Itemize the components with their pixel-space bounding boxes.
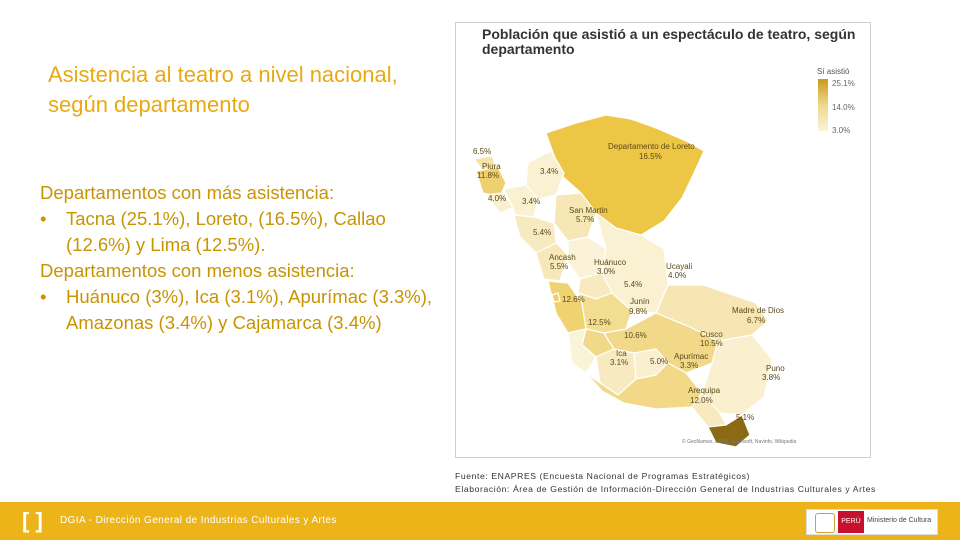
map-title: Población que asistió a un espectáculo d…	[482, 26, 856, 57]
legend-min: 3.0%	[832, 126, 851, 135]
source-line: Fuente: ENAPRES (Encuesta Nacional de Pr…	[455, 471, 751, 481]
label-lalibertad: 5.4%	[533, 228, 551, 237]
label-ayacucho: 5.0%	[650, 357, 668, 366]
label-callao: 12.6%	[562, 295, 585, 304]
ministry-name: Ministerio de Cultura	[867, 517, 932, 524]
label-puno-value: 3.8%	[762, 373, 780, 382]
region-arequipa	[585, 362, 703, 410]
legend-color-bar	[818, 79, 828, 131]
less-attendance-text: Huánuco (3%), Ica (3.1%), Apurímac (3.3%…	[66, 286, 433, 333]
region-moquegua	[691, 392, 727, 428]
label-ica: Ica	[616, 349, 627, 358]
label-lambayeque: 4.0%	[488, 194, 506, 203]
label-ucayali-value: 4.0%	[668, 271, 686, 280]
bullet-icon: •	[40, 208, 47, 229]
label-arequipa: Arequipa	[688, 386, 721, 395]
label-sanmartin: San Martin	[569, 206, 608, 215]
elaboration-line: Elaboración: Área de Gestión de Informac…	[455, 484, 876, 494]
source-note: Fuente: ENAPRES (Encuesta Nacional de Pr…	[455, 470, 876, 496]
label-cajamarca: 3.4%	[522, 197, 540, 206]
label-madrededios: Madre de Dios	[732, 306, 784, 315]
legend-max: 25.1%	[832, 79, 855, 88]
legend-mid: 14.0%	[832, 103, 855, 112]
label-apurimac: Apurímac	[674, 352, 708, 361]
map-credit: © GeoNames, HERE, Microsoft, Navinfo, Wi…	[682, 439, 797, 445]
label-sanmartin-value: 5.7%	[576, 215, 594, 224]
ministry-logo: PERÚ Ministerio de Cultura	[806, 509, 938, 535]
label-piura-value: 11.8%	[477, 171, 499, 180]
slide-body: Departamentos con más asistencia: • Tacna…	[40, 180, 440, 336]
label-moquegua: 5.1%	[736, 413, 754, 422]
label-puno: Puno	[766, 364, 785, 373]
less-attendance-heading: Departamentos con menos asistencia:	[40, 260, 355, 281]
label-piura: Piura	[482, 162, 501, 171]
region-piura	[475, 166, 507, 198]
label-huanuco: Huánuco	[594, 258, 627, 267]
map-panel: Población que asistió a un espectáculo d…	[455, 22, 871, 458]
label-junin-value: 9.8%	[629, 307, 647, 316]
label-tumbes: 6.5%	[473, 147, 491, 156]
label-pasco: 5.4%	[624, 280, 642, 289]
region-ancash	[535, 242, 569, 282]
label-ica-value: 3.1%	[610, 358, 628, 367]
legend-title: Sí asistió	[817, 67, 850, 76]
slide-title: Asistencia al teatro a nivel nacional, s…	[48, 62, 398, 117]
label-cusco-value: 10.5%	[700, 339, 723, 348]
coat-of-arms-icon	[815, 513, 835, 533]
label-loreto-value: 16.5%	[639, 152, 662, 161]
peru-badge: PERÚ	[838, 511, 864, 533]
label-loreto: Departamento de Loreto	[608, 142, 695, 151]
label-tacna: 25.1	[750, 431, 766, 440]
label-cusco: Cusco	[700, 330, 723, 339]
less-attendance-item: • Huánuco (3%), Ica (3.1%), Apurímac (3.3…	[40, 284, 440, 336]
more-attendance-text: Tacna (25.1%), Loreto, (16.5%), Callao (…	[66, 208, 386, 255]
label-huanuco-value: 3.0%	[597, 267, 615, 276]
label-amazonas: 3.4%	[540, 167, 558, 176]
label-ancash-value: 5.5%	[550, 262, 568, 271]
label-lima: 12.5%	[588, 318, 611, 327]
label-apurimac-value: 3.3%	[680, 361, 698, 370]
dgia-logo-icon: [ ]	[22, 508, 43, 533]
label-huancavelica: 10.6%	[624, 331, 647, 340]
bullet-icon: •	[40, 286, 47, 307]
label-ucayali: Ucayali	[666, 262, 692, 271]
label-ancash: Ancash	[549, 253, 576, 262]
footer-org-text: DGIA - Dirección General de Industrias C…	[60, 515, 337, 526]
more-attendance-heading: Departamentos con más asistencia:	[40, 182, 335, 203]
peru-map: 6.5% Piura 11.8% 3.4% 4.0% 3.4% Departam…	[473, 114, 785, 448]
footer-bar: [ ] DGIA - Dirección General de Industri…	[0, 502, 960, 540]
label-arequipa-value: 12.0%	[690, 396, 713, 405]
label-junin: Junín	[630, 297, 650, 306]
label-madrededios-value: 6.7%	[747, 316, 765, 325]
region-cajamarca	[503, 184, 539, 218]
more-attendance-item: • Tacna (25.1%), Loreto, (16.5%), Callao …	[40, 206, 440, 258]
region-tacna	[707, 414, 751, 448]
region-callao	[551, 292, 561, 303]
